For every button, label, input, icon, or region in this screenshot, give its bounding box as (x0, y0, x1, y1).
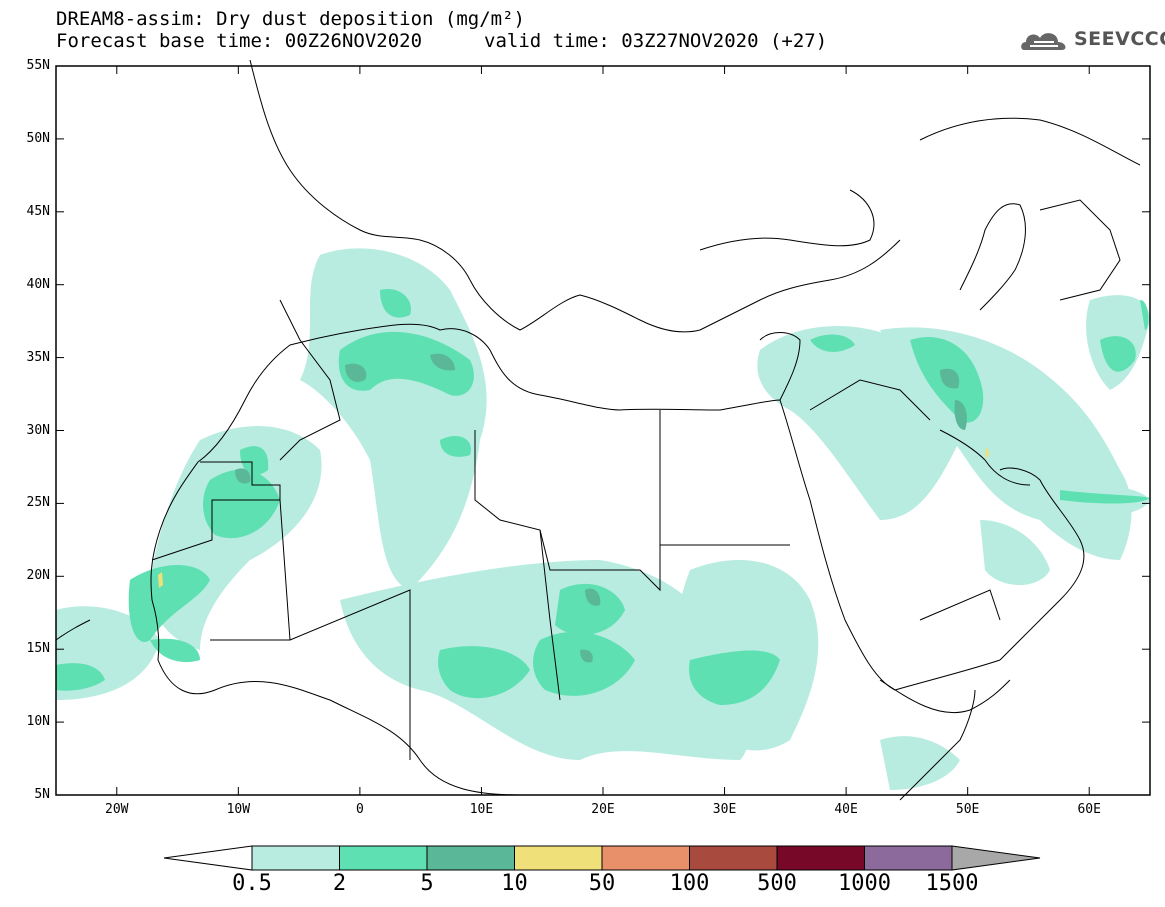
colorbar-label: 2 (332, 871, 347, 896)
lon-label: 20E (591, 802, 615, 817)
forecast-base-time: Forecast base time: 00Z26NOV2020 (56, 30, 423, 52)
colorbar-box (514, 845, 603, 871)
lon-label: 10E (469, 802, 494, 817)
dust-shading-layer (56, 248, 1150, 790)
valid-time: valid time: 03Z27NOV2020 (+27) (484, 30, 828, 52)
lon-label: 20W (105, 802, 129, 817)
colorbar-label: 5 (420, 871, 434, 896)
colorbar-box (601, 845, 690, 871)
lon-label: 0 (355, 802, 364, 817)
colorbar-box (689, 845, 778, 871)
colorbar (163, 845, 1041, 871)
lat-label: 35N (26, 349, 50, 365)
colorbar-label: 50 (588, 871, 616, 896)
colorbar-box (251, 845, 340, 871)
colorbar-label: 0.5 (232, 871, 272, 896)
colorbar-box (776, 845, 865, 871)
cloud-logo-icon (1021, 33, 1066, 50)
colorbar-box (339, 845, 428, 871)
lon-label: 30E (712, 802, 737, 817)
lat-label: 20N (26, 568, 50, 584)
lat-label: 5N (34, 787, 50, 802)
lon-label: 50E (955, 802, 980, 817)
lon-label: 60E (1077, 802, 1101, 817)
lat-label: 25N (26, 495, 50, 511)
colorbar-label: 500 (757, 871, 797, 896)
map-title: DREAM8-assim: Dry dust deposition (mg/m²… (56, 8, 525, 30)
lat-label: 40N (26, 276, 50, 292)
lat-label: 55N (26, 58, 50, 73)
colorbar-label: 1000 (838, 871, 891, 896)
colorbar-label: 1500 (925, 871, 979, 896)
lat-label: 15N (26, 641, 50, 657)
logo-text: SEEVCCC (1074, 28, 1165, 50)
lat-label: 30N (26, 422, 50, 438)
lat-label: 10N (26, 714, 50, 730)
colorbar-label: 100 (669, 871, 710, 896)
colorbar-box (426, 845, 515, 871)
colorbar-box (864, 845, 953, 871)
lon-label: 10W (226, 802, 251, 817)
colorbar-label: 10 (501, 871, 528, 896)
lat-label: 45N (26, 203, 50, 219)
coastline-layer (55, 59, 1141, 801)
lat-label: 50N (26, 130, 50, 146)
lon-label: 40E (834, 802, 858, 817)
